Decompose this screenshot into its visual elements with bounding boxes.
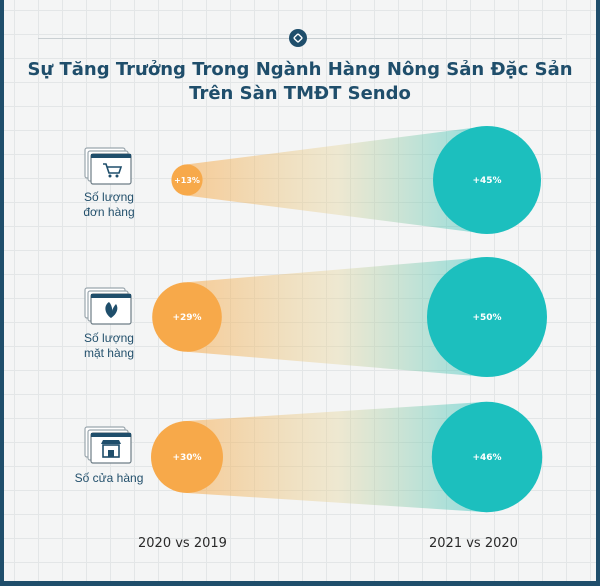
bubble-label-2021-2: +50%: [472, 313, 501, 323]
x-label-left: 2020 vs 2019: [138, 536, 227, 551]
row-label-products: Số lượng mặt hàng: [64, 331, 154, 361]
row-label-products-line2: mặt hàng: [64, 346, 154, 361]
row-label-products-line1: Số lượng: [64, 331, 154, 346]
row-label-orders-line1: Số lượng: [64, 190, 154, 205]
row-label-orders: Số lượng đơn hàng: [64, 190, 154, 220]
row-label-shops-line1: Số cửa hàng: [64, 471, 154, 486]
shop-count-icon: [83, 425, 133, 465]
bubble-label-2021-3: +46%: [472, 453, 501, 463]
bubble-label-2020-1: +13%: [174, 176, 200, 185]
bubble-label-2020-3: +30%: [172, 453, 201, 463]
x-label-right: 2021 vs 2020: [429, 536, 518, 551]
bubble-label-2021-1: +45%: [472, 176, 501, 186]
bubble-label-2020-2: +29%: [172, 313, 201, 323]
row-label-shops: Số cửa hàng: [64, 471, 154, 486]
order-count-icon: [83, 146, 133, 186]
product-count-icon: [83, 286, 133, 326]
row-label-orders-line2: đơn hàng: [64, 205, 154, 220]
